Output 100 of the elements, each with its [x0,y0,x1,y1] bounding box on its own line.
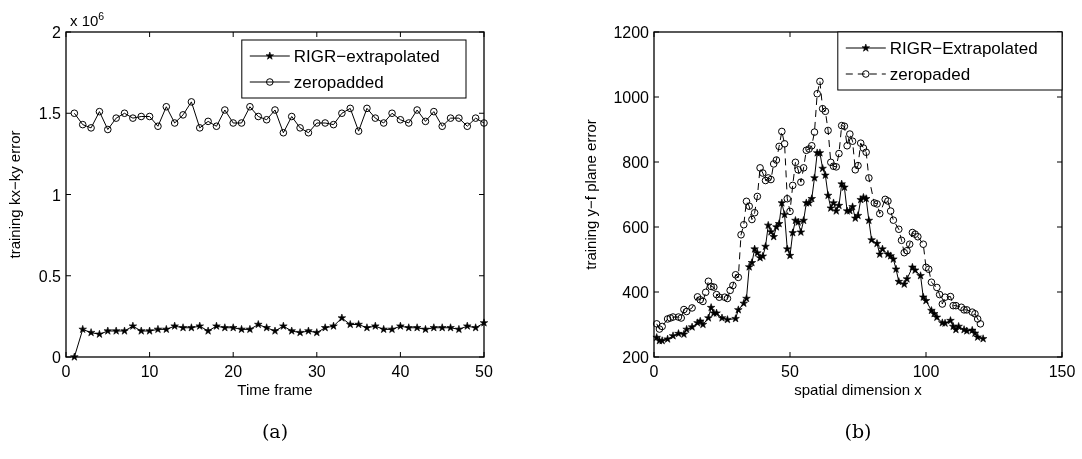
point [304,326,313,335]
point [354,127,363,135]
point [371,321,380,330]
point [321,323,330,332]
point [287,112,296,121]
point [254,320,263,329]
y-tick-label: 1200 [613,24,650,41]
x-tick-label: 20 [224,363,243,380]
point [195,124,204,132]
point [379,325,388,333]
y-axis-title: training y−f plane error [582,119,599,270]
point [413,323,422,332]
x-tick-label: 150 [1048,363,1076,380]
point [112,326,121,335]
point [455,114,463,122]
point [262,323,271,332]
point [78,325,87,333]
point [304,128,313,137]
point [246,102,254,111]
x-axis-title: spatial dimension x [794,381,923,398]
legend-label: zeropaded [889,65,971,84]
point [270,326,280,335]
point [471,323,480,332]
point [153,325,163,333]
point [279,321,288,330]
point [363,104,371,113]
point [129,114,137,122]
point [103,326,112,335]
point [87,124,95,132]
point [313,119,321,127]
point [137,112,146,121]
point [229,323,238,332]
x-axis-title: Time frame [237,381,313,398]
point [312,328,321,337]
point [413,106,421,114]
point [95,329,104,338]
point [430,107,438,116]
point [404,119,413,127]
point [329,120,338,129]
point [128,321,137,330]
point [112,114,120,122]
y-tick-label: 1.5 [38,105,62,123]
point [371,114,380,122]
point [404,323,413,332]
legend-label: RIGR−Extrapolated [889,39,1038,58]
text: (b) [844,420,872,442]
point [471,114,480,122]
point [271,106,279,114]
point [162,102,171,111]
y-tick-label: 400 [622,284,650,301]
point [237,325,246,333]
point [479,318,489,327]
point [346,104,355,113]
y-tick-label: 600 [622,219,650,236]
point [429,323,438,332]
point [446,114,455,122]
x-tick-label: 100 [912,363,940,380]
y-tick-label: 1000 [613,89,650,106]
point [70,352,79,361]
text: x 10$^{6}$ [70,10,105,29]
point [104,125,112,134]
point [463,321,472,330]
point [321,119,329,127]
point [296,124,304,132]
point [287,326,296,335]
point [438,323,447,332]
point [120,109,129,118]
point [446,323,455,332]
x-tick-label: 50 [781,363,799,380]
point [154,122,162,131]
point [170,119,179,127]
point [179,111,187,119]
text: (a) [261,420,289,442]
point [421,117,430,126]
point [212,122,221,131]
y-tick-label: 200 [622,349,650,366]
point [86,328,96,337]
point [245,325,255,333]
y-tick-label: 800 [622,154,650,171]
y-tick-label: 0.5 [38,267,62,285]
point [454,325,464,333]
point [137,326,146,335]
point [187,323,196,332]
legend-label: RIGR−extrapolated [293,47,440,66]
legend-label: zeropadded [293,73,384,92]
point [212,321,221,330]
point [396,321,405,330]
point [329,321,338,330]
point [195,321,204,330]
point [170,321,179,330]
point [279,128,288,137]
point [346,320,355,329]
y-tick-label: 2 [52,24,62,41]
point [388,109,396,118]
point [438,122,446,131]
point [145,112,154,121]
x-tick-label: 50 [475,363,493,380]
x-tick-label: 40 [391,363,410,380]
point [162,325,171,333]
y-axis-title: training kx−ky error [6,130,23,259]
